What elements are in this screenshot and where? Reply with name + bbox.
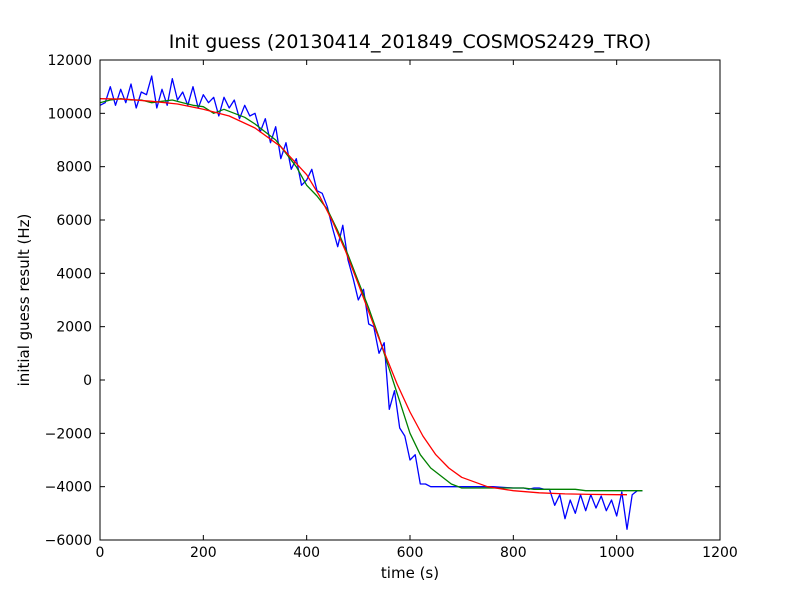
series-line-2 bbox=[99, 98, 643, 492]
y-axis-label: initial guess result (Hz) bbox=[15, 214, 33, 387]
x-tick-label: 1200 bbox=[702, 545, 738, 561]
y-tick-label: −2000 bbox=[45, 426, 92, 442]
x-tick-label: 400 bbox=[293, 545, 320, 561]
x-tick-label: 1000 bbox=[599, 545, 635, 561]
x-tick-label: 800 bbox=[500, 545, 527, 561]
x-tick-label: 200 bbox=[190, 545, 217, 561]
ticks-layer: 0 200 400 600 800 1000 1200 −6000 −4000 −2000 0 200… bbox=[45, 53, 738, 561]
x-tick-label: 600 bbox=[397, 545, 424, 561]
y-tick-label: −4000 bbox=[45, 480, 92, 496]
chart-title: Init guess (20130414_201849_COSMOS2429_T… bbox=[169, 31, 651, 53]
y-tick-label: 12000 bbox=[47, 53, 92, 69]
y-tick-label: 2000 bbox=[56, 320, 92, 336]
y-tick-label: −6000 bbox=[45, 533, 92, 549]
y-tick-label: 6000 bbox=[56, 213, 92, 229]
plot-area bbox=[100, 60, 720, 540]
y-tick-label: 4000 bbox=[56, 266, 92, 282]
y-tick-label: 8000 bbox=[56, 160, 92, 176]
series-layer bbox=[99, 75, 643, 530]
x-axis-label: time (s) bbox=[381, 564, 439, 582]
axes-frame bbox=[99, 59, 721, 541]
y-tick-label: 0 bbox=[83, 373, 92, 389]
y-tick-label: 10000 bbox=[47, 106, 92, 122]
series-line-3 bbox=[99, 98, 627, 496]
x-tick-label: 0 bbox=[96, 545, 105, 561]
